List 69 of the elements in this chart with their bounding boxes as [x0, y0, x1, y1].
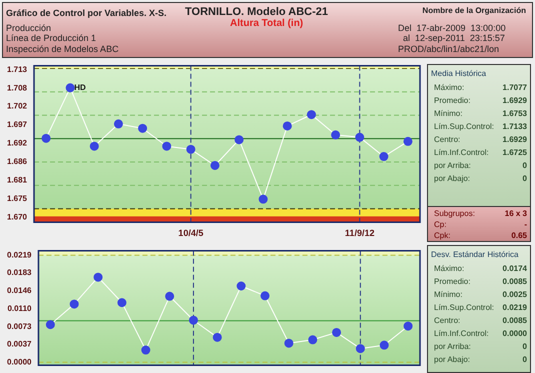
text: Subgrupos: [434, 209, 475, 218]
text: Desv. Estándar Histórica [430, 249, 520, 261]
text: 0.0025 [502, 290, 527, 299]
y-tick-label: 1.670 [6, 212, 28, 222]
text: Máximo: [434, 264, 464, 273]
text: al 12-sep-2011 23:15:57 [403, 33, 505, 43]
text: 0.0000 [502, 329, 527, 338]
text: Cp: [434, 220, 446, 229]
text: 1.7133 [502, 122, 527, 131]
y-tick-label: 0.0183 [7, 268, 32, 278]
text: 0 [522, 342, 527, 351]
text: Inspección de Modelos ABC [6, 44, 119, 54]
y-tick-label: 1.697 [6, 120, 28, 130]
x-tick-label: 11/9/12 [344, 228, 374, 238]
text: Mínimo: [434, 290, 462, 299]
text: Máximo: [434, 83, 464, 92]
text: Media Histórica [430, 68, 488, 80]
y-tick-label: 1.702 [6, 102, 28, 111]
text: Altura Total (in) [230, 18, 304, 29]
text: por Abajo: [434, 355, 470, 364]
text: 1.6929 [502, 135, 527, 144]
text: Lím.Inf.Control: [434, 329, 489, 338]
text: 0 [522, 355, 527, 364]
text: 16 x 3 [504, 209, 527, 218]
y-tick-label: 1.692 [6, 138, 28, 148]
text: Nombre de la Organización [422, 6, 526, 15]
text: 0 [522, 174, 527, 183]
text: - [524, 220, 527, 229]
text: 0.0085 [502, 316, 527, 325]
text: Promedio: [434, 96, 470, 105]
text: 1.6753 [502, 109, 527, 118]
y-tick-label: 1.681 [6, 176, 28, 185]
y-tick-label: 0.0110 [7, 304, 32, 313]
y-tick-label: 1.708 [6, 83, 28, 92]
y-tick-label: 0.0073 [7, 322, 32, 331]
text: Del 17-abr-2009 13:00:00 [398, 23, 506, 33]
text: 1.7077 [502, 83, 527, 92]
y-tick-label: 0.0219 [7, 250, 32, 260]
text: Mínimo: [434, 109, 462, 118]
text: Línea de Producción 1 [6, 33, 96, 43]
text: Cpk: [434, 231, 450, 240]
text: por Abajo: [434, 174, 470, 183]
text: 0.65 [511, 231, 527, 240]
text: Producción [6, 23, 52, 33]
text: Lím.Inf.Control: [434, 148, 489, 157]
text: TORNILLO. Modelo ABC-21 [185, 6, 328, 18]
text: 1.6929 [502, 96, 527, 105]
y-tick-label: 0.0146 [7, 286, 32, 296]
text: 0.0174 [502, 264, 527, 273]
text: 1.6725 [502, 148, 527, 157]
text: por Arriba: [434, 161, 471, 170]
y-tick-label: 0.0037 [7, 340, 32, 349]
text: Centro: [434, 135, 460, 144]
y-tick-label: 1.675 [6, 194, 28, 204]
x-tick-label: 10/4/5 [178, 228, 204, 238]
y-tick-label: 1.686 [6, 157, 28, 166]
annotation: HD [74, 83, 86, 92]
text: 0.0219 [502, 303, 527, 312]
text: Promedio: [434, 277, 470, 286]
text: Centro: [434, 316, 460, 325]
text: 0 [522, 161, 527, 170]
y-tick-label: 1.713 [6, 64, 28, 74]
text: 0.0085 [502, 277, 527, 286]
text: PROD/abc/lin1/abc21/lon [398, 44, 500, 54]
text: por Arriba: [434, 342, 471, 351]
text: Lím.Sup.Control: [434, 122, 494, 131]
text: Lím.Sup.Control: [434, 303, 494, 312]
text: Gráfico de Control por Variables. X-S. [6, 8, 167, 18]
y-tick-label: 0.0000 [7, 357, 32, 366]
